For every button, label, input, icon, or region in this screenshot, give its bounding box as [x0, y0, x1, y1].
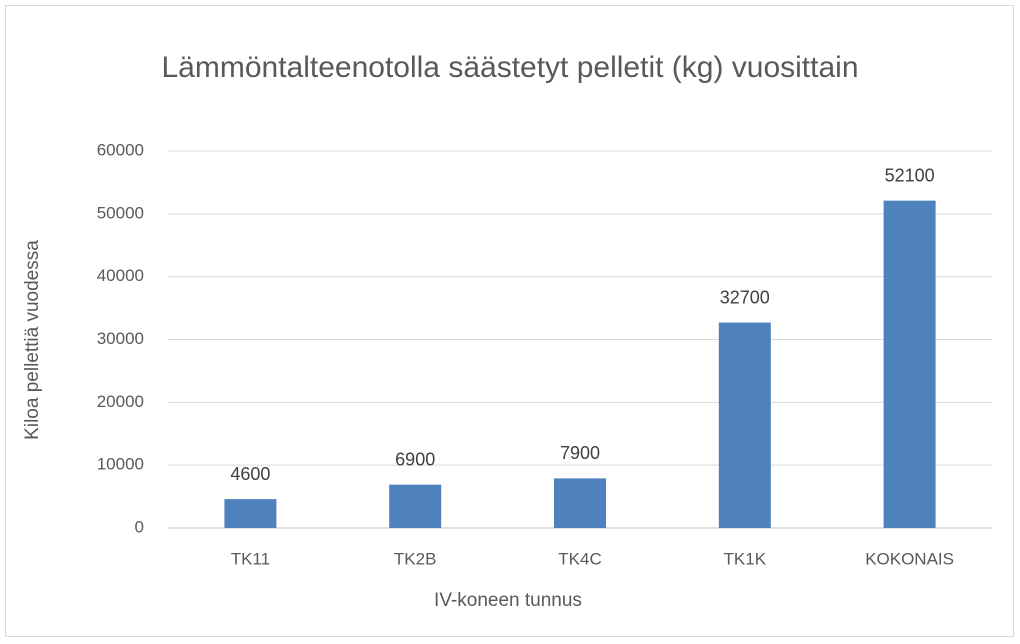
data-label: 52100	[885, 165, 935, 185]
chart-title: Lämmöntalteenotolla säästetyt pelletit (…	[161, 51, 859, 84]
data-label: 32700	[720, 287, 770, 307]
x-tick-label: TK2B	[394, 549, 437, 568]
data-label: 4600	[230, 464, 270, 484]
data-label: 6900	[395, 449, 435, 469]
bar	[224, 499, 277, 528]
data-label: 7900	[560, 443, 600, 463]
x-tick-label: TK1K	[724, 549, 767, 568]
bar	[718, 322, 771, 528]
y-tick-label: 30000	[97, 329, 144, 348]
x-tick-label: KOKONAIS	[865, 549, 954, 568]
x-tick-label: TK11	[231, 549, 270, 568]
chart-border	[5, 5, 1014, 637]
y-tick-label: 10000	[97, 455, 144, 474]
x-axis-label: IV-koneen tunnus	[434, 590, 582, 611]
y-tick-label: 50000	[97, 203, 144, 222]
bar	[554, 478, 606, 528]
y-tick-label: 60000	[97, 140, 144, 159]
x-tick-label: TK4C	[558, 549, 601, 568]
y-tick-label: 40000	[97, 266, 144, 285]
bar	[883, 200, 936, 528]
y-tick-label: 0	[135, 517, 144, 536]
bar	[389, 484, 442, 528]
y-tick-label: 20000	[97, 392, 144, 411]
y-axis-label: Kiloa pellettiä vuodessa	[22, 240, 43, 440]
